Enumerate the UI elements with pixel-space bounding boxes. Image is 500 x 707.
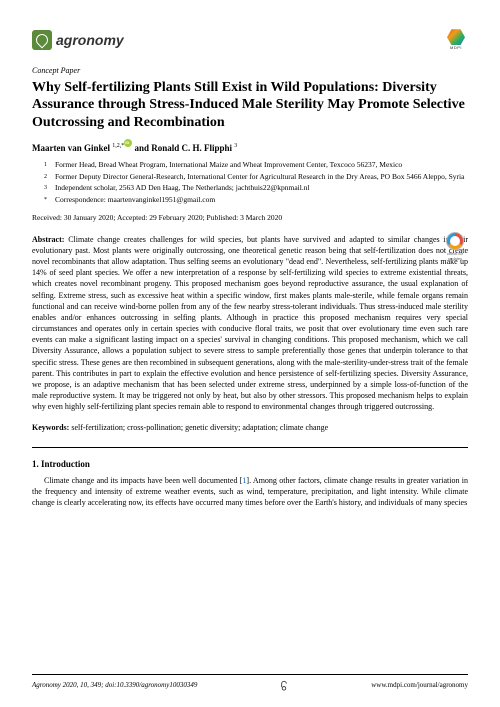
affil-text: Former Deputy Director General-Research,… bbox=[55, 172, 464, 183]
check-updates-badge[interactable]: check for updates bbox=[442, 232, 468, 262]
abstract-label: Abstract: bbox=[32, 235, 64, 244]
mdpi-hex-icon bbox=[447, 29, 465, 45]
affil-num: 3 bbox=[44, 183, 51, 194]
authors-line: Maarten van Ginkel 1,2,* and Ronald C. H… bbox=[32, 139, 468, 154]
affil-text: Independent scholar, 2563 AD Den Haag, T… bbox=[55, 183, 310, 194]
section-divider bbox=[32, 447, 468, 448]
publisher-text: MDPI bbox=[450, 45, 462, 50]
affiliations-block: 1 Former Head, Bread Wheat Program, Inte… bbox=[32, 160, 468, 205]
affil-text: Former Head, Bread Wheat Program, Intern… bbox=[55, 160, 402, 171]
footer-citation: Agronomy 2020, 10, 349; doi:10.3390/agro… bbox=[32, 681, 197, 690]
open-access-icon bbox=[277, 679, 291, 693]
check-updates-label: check for updates bbox=[442, 251, 468, 262]
journal-brand: agronomy bbox=[32, 30, 124, 50]
article-title: Why Self-fertilizing Plants Still Exist … bbox=[32, 79, 468, 132]
keywords-text: self-fertilization; cross-pollination; g… bbox=[71, 423, 328, 432]
page-footer: Agronomy 2020, 10, 349; doi:10.3390/agro… bbox=[32, 674, 468, 693]
abstract-text: Climate change creates challenges for wi… bbox=[32, 235, 468, 412]
intro-paragraph: Climate change and its impacts have been… bbox=[32, 475, 468, 509]
author-2: and Ronald C. H. Flipphi bbox=[135, 143, 233, 153]
affil-num: 1 bbox=[44, 160, 51, 171]
author-2-sup: 3 bbox=[234, 143, 237, 149]
publisher-logo: MDPI bbox=[444, 28, 468, 52]
affiliation-row: 1 Former Head, Bread Wheat Program, Inte… bbox=[44, 160, 468, 171]
section-1-heading: 1. Introduction bbox=[32, 458, 468, 470]
affil-text: Correspondence: maartenvanginkel1951@gma… bbox=[55, 195, 215, 206]
article-type: Concept Paper bbox=[32, 66, 468, 77]
keywords-block: Keywords: self-fertilization; cross-poll… bbox=[32, 423, 468, 434]
affil-num: 2 bbox=[44, 172, 51, 183]
abstract-block: Abstract: Climate change creates challen… bbox=[32, 234, 468, 413]
footer-url[interactable]: www.mdpi.com/journal/agronomy bbox=[371, 681, 468, 690]
affiliation-row: 3 Independent scholar, 2563 AD Den Haag,… bbox=[44, 183, 468, 194]
header-row: agronomy MDPI bbox=[32, 28, 468, 52]
affiliation-row: 2 Former Deputy Director General-Researc… bbox=[44, 172, 468, 183]
publication-dates: Received: 30 January 2020; Accepted: 29 … bbox=[32, 213, 468, 223]
orcid-icon bbox=[124, 139, 132, 147]
journal-logo-icon bbox=[32, 30, 52, 50]
affiliation-row: * Correspondence: maartenvanginkel1951@g… bbox=[44, 195, 468, 206]
affil-num: * bbox=[44, 195, 51, 206]
author-1-sup: 1,2, bbox=[112, 143, 121, 149]
keywords-label: Keywords: bbox=[32, 423, 69, 432]
check-updates-icon bbox=[446, 232, 464, 250]
author-1: Maarten van Ginkel bbox=[32, 143, 110, 153]
ref-link-1[interactable]: 1 bbox=[242, 476, 246, 485]
journal-name: agronomy bbox=[56, 31, 124, 50]
